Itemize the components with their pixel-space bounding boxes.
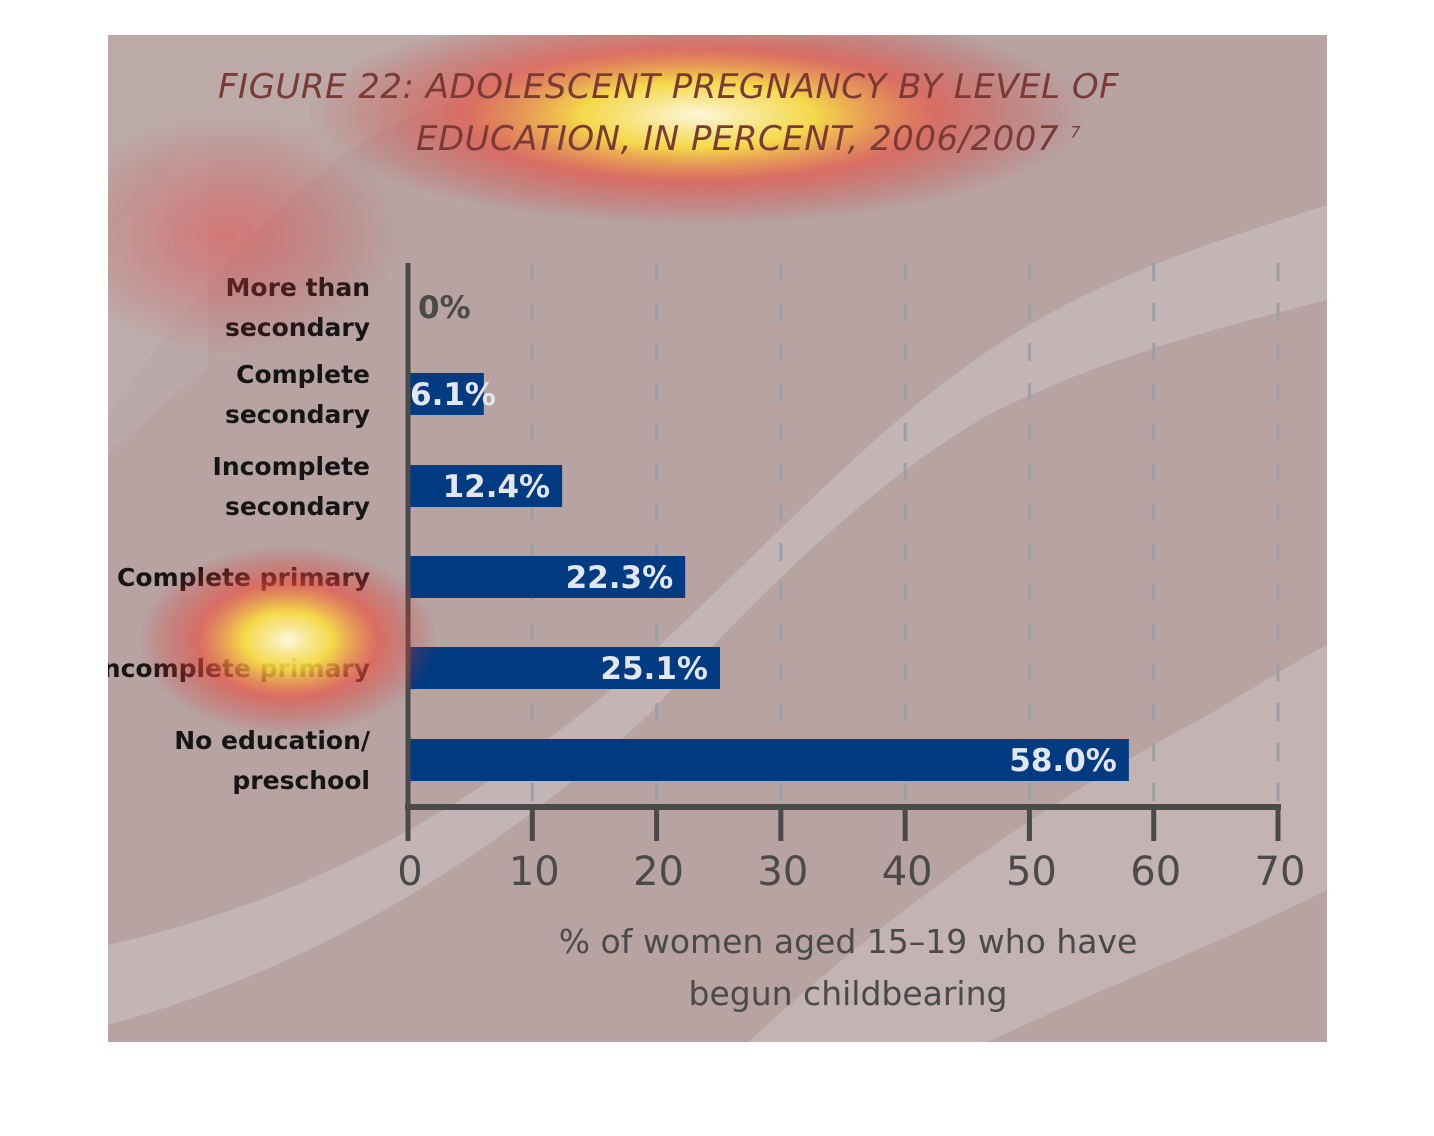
axes bbox=[405, 263, 1281, 841]
chart-title-line-1: FIGURE 22: ADOLESCENT PREGNANCY BY LEVEL… bbox=[218, 67, 1120, 107]
category-label-2-1: secondary bbox=[225, 492, 370, 521]
category-label-2-0: Incomplete bbox=[213, 452, 370, 481]
x-tick-label-30: 30 bbox=[757, 849, 808, 895]
x-tick-label-10: 10 bbox=[509, 849, 560, 895]
bar-value-label-2: 12.4% bbox=[443, 469, 551, 505]
bar-value-label-1: 6.1% bbox=[410, 377, 496, 413]
bar-value-label-3: 22.3% bbox=[566, 560, 674, 596]
bar-value-label-5: 58.0% bbox=[1009, 743, 1117, 779]
bar-4 bbox=[408, 647, 720, 689]
x-tick-label-40: 40 bbox=[882, 849, 933, 895]
grid-lines bbox=[530, 263, 1280, 807]
bars bbox=[408, 373, 1129, 781]
x-tick-label-20: 20 bbox=[633, 849, 684, 895]
attention-overlay bbox=[108, 35, 1088, 735]
chart-figure: 0%6.1%12.4%22.3%25.1%58.0%More thansecon… bbox=[108, 35, 1327, 1042]
category-label-1-1: secondary bbox=[225, 400, 370, 429]
bar-value-label-4: 25.1% bbox=[600, 651, 708, 687]
bar-5 bbox=[408, 739, 1129, 781]
x-axis-title-line-1: begun childbearing bbox=[689, 974, 1008, 1013]
bar-chart: 0%6.1%12.4%22.3%25.1%58.0%More thansecon… bbox=[108, 35, 1327, 1042]
bar-1 bbox=[408, 373, 484, 415]
category-label-1-0: Complete bbox=[236, 360, 370, 389]
x-axis-title-line-0: % of women aged 15–19 who have bbox=[559, 922, 1138, 961]
x-tick-label-50: 50 bbox=[1006, 849, 1057, 895]
x-tick-label-0: 0 bbox=[397, 849, 422, 895]
bar-2 bbox=[408, 465, 563, 507]
category-label-5-1: preschool bbox=[232, 766, 370, 795]
title-footnote-marker: 7 bbox=[1070, 122, 1082, 142]
chart-title-line-2-text: EDUCATION, IN PERCENT, 2006/2007 bbox=[416, 119, 1060, 159]
x-tick-label-60: 60 bbox=[1130, 849, 1181, 895]
chart-title-line-2: EDUCATION, IN PERCENT, 2006/2007 7 bbox=[416, 119, 1081, 159]
x-tick-label-70: 70 bbox=[1255, 849, 1306, 895]
bar-3 bbox=[408, 556, 686, 598]
bar-value-label-0: 0% bbox=[418, 290, 471, 326]
